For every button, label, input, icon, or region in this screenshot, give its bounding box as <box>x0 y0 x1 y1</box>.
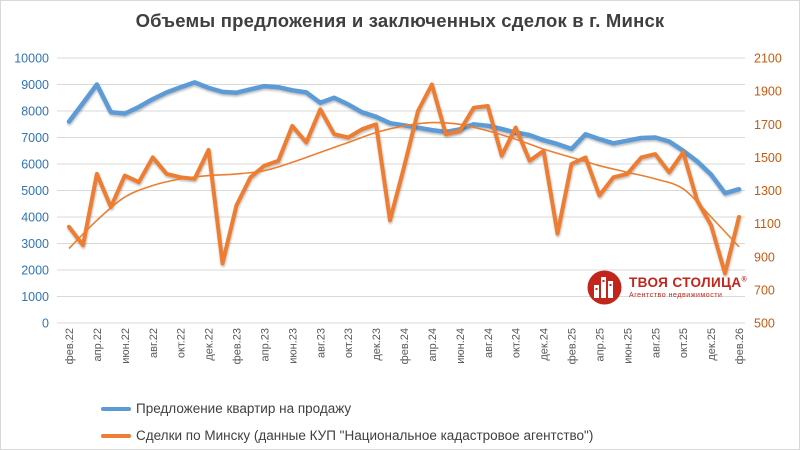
x-axis-label: апр.23 <box>259 328 271 361</box>
x-axis-label: фев.25 <box>567 328 579 364</box>
x-axis-label: июн.23 <box>287 328 299 364</box>
y-axis-left-label: 3000 <box>21 237 49 251</box>
x-axis-label: авг.24 <box>483 328 495 358</box>
x-axis-label: дек.23 <box>371 328 383 361</box>
x-axis-label: апр.24 <box>427 328 439 361</box>
x-axis-label: апр.25 <box>594 328 606 361</box>
x-axis-label: авг.23 <box>315 328 327 358</box>
y-axis-right-label: 1700 <box>754 118 782 132</box>
y-axis-left-label: 1000 <box>21 290 49 304</box>
legend-item-supply: Предложение квартир на продажу <box>101 395 593 422</box>
x-axis-label: фев.24 <box>399 328 411 364</box>
legend-item-deals: Сделки по Минску (данные КУП "Национальн… <box>101 422 593 449</box>
y-axis-left-label: 5000 <box>21 184 49 198</box>
y-axis-right-label: 1100 <box>754 217 781 231</box>
logo-text: ТВОЯ СТОЛИЦА® Агентство недвижимости <box>629 276 747 300</box>
logo-buildings-icon <box>587 270 622 305</box>
legend: Предложение квартир на продажу Сделки по… <box>101 395 593 449</box>
legend-line-deals-icon <box>101 433 131 438</box>
chart-title: Объемы предложения и заключенных сделок … <box>135 10 665 31</box>
x-axis-label: фев.23 <box>232 328 244 364</box>
y-axis-right-label: 700 <box>754 283 775 297</box>
x-axis-label: фев.22 <box>64 328 76 364</box>
y-axis-left-label: 8000 <box>21 105 49 119</box>
legend-label-supply: Предложение квартир на продажу <box>136 401 352 416</box>
x-axis-label: июн.24 <box>455 328 467 364</box>
x-axis-label: авг.25 <box>650 328 662 358</box>
y-axis-right-label: 1500 <box>754 151 782 165</box>
legend-line-supply-icon <box>101 406 131 411</box>
y-axis-left-label: 10000 <box>14 52 49 66</box>
y-axis-left-label: 7000 <box>21 131 49 145</box>
x-axis-label: дек.24 <box>539 328 551 361</box>
x-axis-label: дек.25 <box>706 328 718 361</box>
x-axis-label: авг.22 <box>148 328 160 358</box>
logo-title: ТВОЯ СТОЛИЦА® <box>629 274 748 290</box>
series-deals-line <box>67 82 741 276</box>
y-axis-left-label: 6000 <box>21 158 49 172</box>
y-axis-right-label: 1900 <box>754 85 782 99</box>
y-axis-right-label: 1300 <box>754 184 782 198</box>
x-axis-label: окт.23 <box>343 328 355 358</box>
y-axis-right-label: 900 <box>754 250 775 264</box>
x-axis-label: июн.25 <box>622 328 634 364</box>
x-axis-label: окт.25 <box>678 328 690 358</box>
legend-label-deals: Сделки по Минску (данные КУП "Национальн… <box>136 428 594 443</box>
logo-subtitle: Агентство недвижимости <box>629 292 723 300</box>
y-axis-right-label: 500 <box>754 317 775 331</box>
y-axis-left-label: 9000 <box>21 78 49 92</box>
x-axis-label: дек.22 <box>204 328 216 361</box>
x-axis-label: фев.26 <box>734 328 746 364</box>
x-axis-label: окт.22 <box>176 328 188 358</box>
company-logo: ТВОЯ СТОЛИЦА® Агентство недвижимости <box>586 269 747 306</box>
y-axis-left-label: 0 <box>42 317 49 331</box>
y-axis-left-label: 4000 <box>21 211 49 225</box>
y-axis-left-label: 2000 <box>21 264 49 278</box>
x-axis-label: июн.22 <box>120 328 132 364</box>
x-axis-label: окт.24 <box>511 328 523 358</box>
y-axis-right-label: 2100 <box>754 52 782 66</box>
series-deals-trendline <box>68 121 740 250</box>
x-axis-label: апр.22 <box>92 328 104 361</box>
